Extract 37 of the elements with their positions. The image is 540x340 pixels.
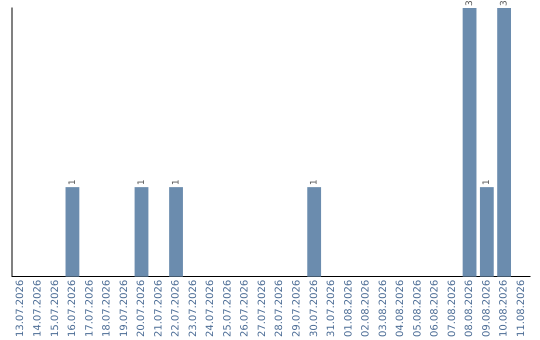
x-tick-label: 30.07.2026 <box>308 280 320 338</box>
x-tick-label: 01.08.2026 <box>343 280 354 338</box>
x-tick-label: 04.08.2026 <box>395 280 406 338</box>
x-tick-label: 28.07.2026 <box>274 280 286 338</box>
x-tick-label: 21.07.2026 <box>153 280 164 338</box>
x-tick-label: 09.08.2026 <box>481 280 492 338</box>
x-tick-label: 19.07.2026 <box>118 280 130 338</box>
data-label: 1 <box>136 179 147 186</box>
x-tick-label: 05.08.2026 <box>412 280 424 338</box>
data-label: 1 <box>68 179 78 186</box>
x-tick-label: 24.07.2026 <box>205 280 216 338</box>
x-tick-label: 06.08.2026 <box>430 280 441 338</box>
x-tick-label: 17.07.2026 <box>84 280 96 338</box>
x-tick-label: 14.07.2026 <box>32 280 44 338</box>
x-tick-label: 16.07.2026 <box>67 280 78 338</box>
x-tick-label: 27.07.2026 <box>256 280 268 338</box>
x-tick-label: 02.08.2026 <box>360 280 372 338</box>
x-tick-label: 13.07.2026 <box>15 280 26 338</box>
x-tick-label: 08.08.2026 <box>464 280 476 338</box>
x-tick-label: 22.07.2026 <box>170 280 182 338</box>
x-tick-label: 23.07.2026 <box>188 280 199 338</box>
x-tick-label: 29.07.2026 <box>291 280 302 338</box>
x-tick-label: 31.07.2026 <box>326 280 338 338</box>
x-tick-label: 11.08.2026 <box>516 280 527 338</box>
x-tick-label: 15.07.2026 <box>50 280 61 338</box>
x-tick-label: 18.07.2026 <box>102 280 113 338</box>
x-tick-label: 03.08.2026 <box>378 280 389 338</box>
data-label: 1 <box>310 179 320 186</box>
data-label: 3 <box>464 0 475 6</box>
x-tick-label: 10.08.2026 <box>498 280 510 338</box>
data-label: 3 <box>499 0 510 6</box>
data-label: 1 <box>482 179 492 186</box>
x-tick-label: 25.07.2026 <box>222 280 234 338</box>
x-tick-label: 07.08.2026 <box>446 280 458 338</box>
x-tick-label: 26.07.2026 <box>240 280 251 338</box>
x-tick-label: 20.07.2026 <box>136 280 148 338</box>
data-label: 1 <box>171 179 182 186</box>
